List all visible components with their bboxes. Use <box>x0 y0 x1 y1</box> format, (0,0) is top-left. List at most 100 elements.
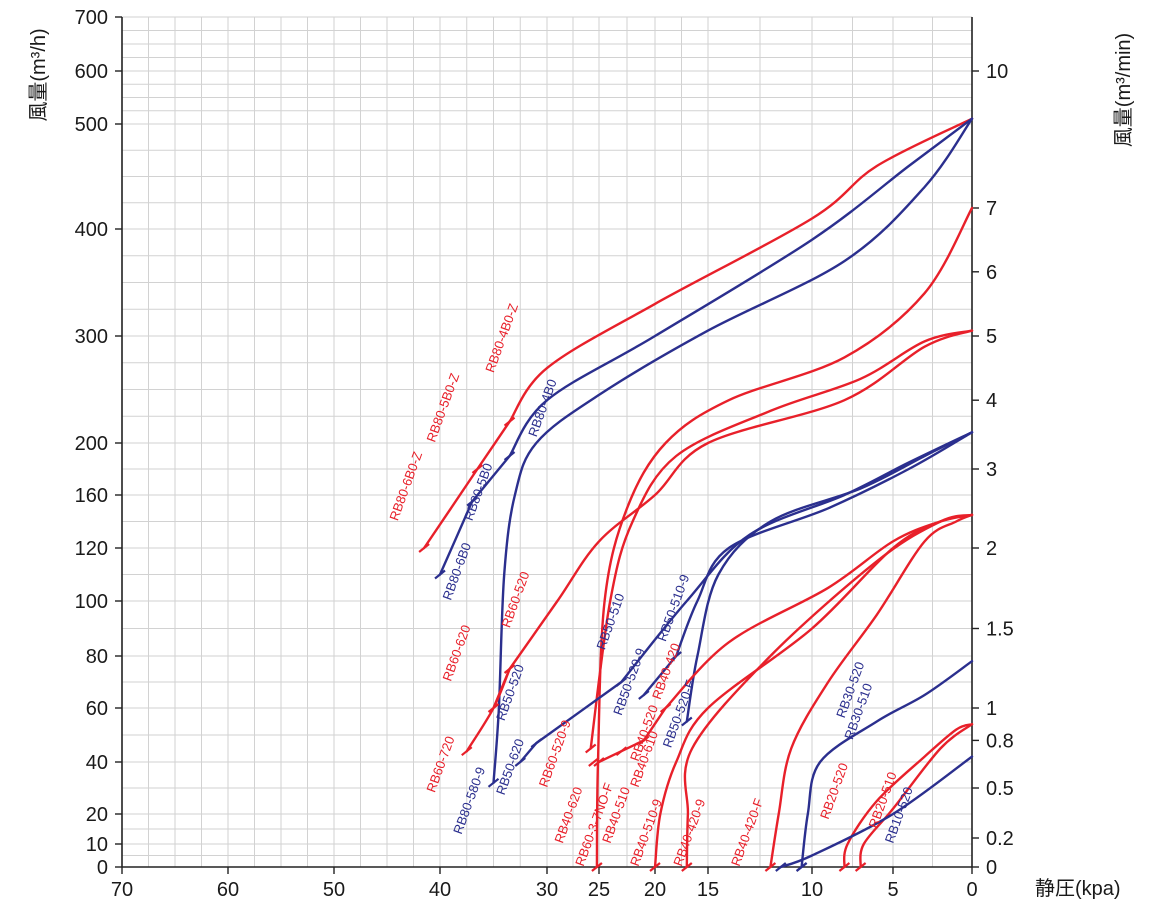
curve-label-rb40-620: RB40-620 <box>551 785 585 845</box>
y-left-tick-label: 160 <box>75 485 108 507</box>
curve-rb50-520-f <box>685 431 974 723</box>
curve-start-marker-rb50-520-f <box>681 716 693 727</box>
curve-rb10-520 <box>779 755 974 869</box>
curve-start-marker-rb60-720 <box>461 746 473 757</box>
curve-label-rb50-510: RB50-510 <box>593 591 627 651</box>
curve-label-rb80-6b0-z: RB80-6B0-Z <box>386 449 425 522</box>
curve-label-rb40-420-9: RB40-420-9 <box>670 797 708 868</box>
y-axis-right-label: 風量(m³/min) <box>1113 33 1135 147</box>
curve-rb80-4b0 <box>508 117 974 458</box>
x-tick-label: 50 <box>323 879 345 901</box>
y-right-tick-label: 4 <box>986 390 997 412</box>
y-left-tick-label: 40 <box>86 752 108 774</box>
curve-rb40-420-f <box>769 513 974 869</box>
y-right-tick-label: 0.8 <box>986 730 1014 752</box>
curve-start-marker-rb40-420-f <box>764 862 777 872</box>
x-tick-label: 70 <box>111 879 133 901</box>
curve-start-marker-rb80-580-9 <box>487 777 500 788</box>
x-tick-label: 0 <box>966 879 977 901</box>
curve-start-marker-rb40-510-9 <box>649 862 661 872</box>
curve-label-rb80-580-9: RB80-580-9 <box>450 765 488 836</box>
y-left-tick-label: 600 <box>75 61 108 83</box>
y-right-tick-label: 0 <box>986 857 997 879</box>
curve-rb20-510 <box>859 723 974 869</box>
y-left-tick-label: 400 <box>75 219 108 241</box>
curve-rb60-620 <box>492 667 511 710</box>
y-right-tick-label: 3 <box>986 459 997 481</box>
curve-start-marker-rb40-510 <box>588 757 600 767</box>
x-tick-label: 10 <box>801 879 823 901</box>
y-left-tick-label: 100 <box>75 591 108 613</box>
curve-rb80-580-9 <box>492 117 974 784</box>
curve-rb60-3-7no-f <box>595 206 974 869</box>
curve-rb60-520 <box>508 329 974 671</box>
curve-rb80-4b0-z <box>508 117 974 423</box>
curve-label-rb20-520: RB20-520 <box>817 761 851 821</box>
curve-label-rb40-510-9: RB40-510-9 <box>627 797 665 868</box>
y-left-tick-label: 700 <box>75 7 108 29</box>
y-left-tick-label: 500 <box>75 114 108 136</box>
curve-start-marker-rb30-510 <box>795 862 808 872</box>
curve-label-rb40-420-f: RB40-420-F <box>728 796 766 868</box>
curve-start-marker-rb60-620 <box>487 703 500 713</box>
curve-rb50-510 <box>620 431 974 684</box>
curve-rb30-520 <box>800 660 974 869</box>
y-left-tick-label: 0 <box>97 857 108 879</box>
x-tick-label: 5 <box>887 879 898 901</box>
y-right-tick-label: 7 <box>986 198 997 220</box>
curve-label-rb60-620: RB60-620 <box>439 623 473 683</box>
curve-start-marker-rb50-620 <box>514 757 526 767</box>
x-tick-label: 30 <box>536 879 558 901</box>
curve-start-marker-rb20-520 <box>838 862 851 872</box>
curve-start-marker-rb60-520 <box>503 664 516 674</box>
x-tick-label: 60 <box>217 879 239 901</box>
curve-start-marker-rb20-510 <box>854 862 867 872</box>
curve-rb50-520 <box>535 680 623 745</box>
x-tick-label: 15 <box>697 879 719 901</box>
curve-rb20-520 <box>842 723 974 869</box>
y-right-tick-label: 1 <box>986 698 997 720</box>
curve-label-rb80-4b0-z: RB80-4B0-Z <box>482 301 521 374</box>
curve-rb80-6b0 <box>438 500 474 576</box>
x-axis-label: 静圧(kpa) <box>1035 877 1121 900</box>
grid <box>121 16 973 867</box>
x-tick-label: 40 <box>429 879 451 901</box>
curve-labels: RB80-6B0-ZRB80-5B0-ZRB80-4B0-ZRB80-6B0RB… <box>386 301 916 868</box>
y-left-tick-label: 60 <box>86 698 108 720</box>
y-right-tick-label: 5 <box>986 326 997 348</box>
x-tick-label: 25 <box>588 879 610 901</box>
curve-label-rb80-5b0-z: RB80-5B0-Z <box>423 371 462 444</box>
y-left-tick-label: 10 <box>86 834 108 856</box>
y-right-tick-label: 10 <box>986 61 1008 83</box>
curve-label-rb80-5b0: RB80-5B0 <box>461 461 496 522</box>
x-tick-label: 20 <box>644 879 666 901</box>
y-right-tick-label: 1.5 <box>986 619 1014 641</box>
y-axis-left-label: 風量(m³/h) <box>28 28 50 121</box>
y-left-tick-label: 120 <box>75 538 108 560</box>
y-left-tick-label: 200 <box>75 433 108 455</box>
curve-start-marker-rb80-6b0-z <box>418 543 430 553</box>
curve-label-rb50-520: RB50-520 <box>493 662 527 722</box>
y-right-tick-label: 0.5 <box>986 778 1014 800</box>
curves <box>418 117 974 872</box>
curve-label-rb50-510-9: RB50-510-9 <box>654 572 692 643</box>
curve-label-rb60-720: RB60-720 <box>423 734 457 794</box>
y-right-tick-label: 6 <box>986 262 997 284</box>
y-left-tick-label: 80 <box>86 646 108 668</box>
curve-start-marker-rb60-520-9 <box>584 743 597 754</box>
curve-start-marker-rb10-520 <box>775 862 787 872</box>
curve-start-marker-rb50-520-9 <box>638 690 650 700</box>
curve-rb80-6b0-z <box>422 467 479 550</box>
axes: 70 60 50 40 30 25 20 15 10 5 001020406080100120160… <box>75 7 1014 901</box>
curve-rb60-520-9 <box>589 329 974 750</box>
y-right-tick-label: 2 <box>986 538 997 560</box>
curve-start-marker-rb40-620 <box>593 757 605 767</box>
curve-rb40-420-9 <box>683 513 974 869</box>
y-right-tick-label: 0.2 <box>986 828 1014 850</box>
curve-rb50-510-9 <box>675 431 974 658</box>
curve-start-marker-rb40-420-9 <box>681 862 693 872</box>
curve-start-marker-rb60-3-7no-f <box>591 862 603 872</box>
curve-start-marker-rb80-6b0 <box>434 569 446 580</box>
y-left-tick-label: 20 <box>86 804 108 826</box>
